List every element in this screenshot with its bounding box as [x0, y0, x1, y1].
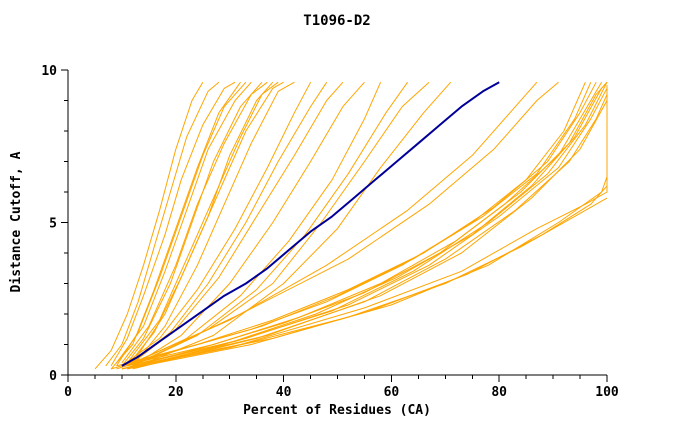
- x-tick-label: 80: [491, 385, 507, 400]
- model-curve: [132, 81, 295, 367]
- model-curve: [132, 81, 538, 364]
- chart-title: T1096-D2: [303, 13, 370, 29]
- model-curve: [121, 197, 608, 370]
- model-curve: [137, 81, 559, 364]
- model-curve: [121, 85, 608, 370]
- x-axis-label: Percent of Residues (CA): [243, 403, 431, 418]
- model-curve: [127, 81, 608, 370]
- model-curve: [132, 94, 608, 370]
- model-curve: [127, 81, 382, 367]
- model-curve: [126, 81, 274, 367]
- x-tick-label: 20: [168, 385, 184, 400]
- model-curve: [121, 81, 603, 370]
- model-curve: [137, 100, 608, 367]
- y-tick-label: 0: [49, 369, 57, 384]
- y-tick-label: 5: [49, 217, 57, 232]
- model-curve: [116, 81, 247, 367]
- model-curve: [116, 81, 597, 367]
- model-curve: [121, 81, 608, 367]
- plot-area: 0 20 40 60 80 100 0 5 10: [41, 64, 619, 400]
- model-curve: [105, 81, 220, 367]
- x-tick-label: 100: [595, 385, 619, 400]
- x-tick-label: 0: [64, 385, 72, 400]
- model-curve: [116, 81, 252, 364]
- model-curve: [132, 81, 284, 364]
- model-curve: [137, 81, 452, 367]
- model-curve: [127, 81, 608, 367]
- x-tick-label: 60: [384, 385, 400, 400]
- model-curve: [121, 81, 268, 364]
- model-curve: [121, 81, 312, 367]
- model-curve: [126, 81, 279, 364]
- model-curve: [110, 81, 236, 367]
- model-curve: [121, 81, 263, 367]
- model-curve: [126, 81, 328, 367]
- model-curve: [132, 81, 430, 364]
- model-curve: [110, 81, 241, 370]
- model-curve: [132, 81, 409, 367]
- y-axis-label: Distance Cutoff, A: [9, 151, 24, 292]
- model-curve: [132, 176, 608, 367]
- model-curve: [116, 81, 592, 370]
- highlighted-model-curve: [121, 81, 500, 367]
- model-curve: [132, 88, 608, 367]
- model-curve: [132, 81, 365, 367]
- y-tick-label: 10: [41, 64, 57, 79]
- x-tick-label: 40: [276, 385, 292, 400]
- model-curve: [94, 81, 204, 370]
